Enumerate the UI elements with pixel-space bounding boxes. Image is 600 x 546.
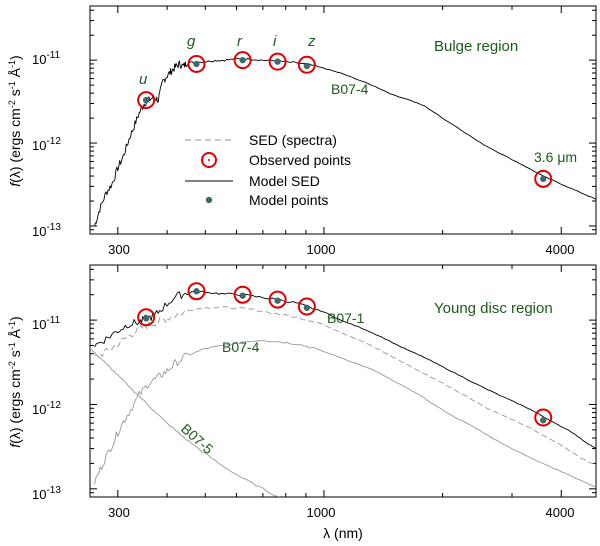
points-group-bottom <box>137 282 553 427</box>
band-label-g: g <box>187 33 196 50</box>
plot-frame-bottom <box>89 264 597 498</box>
legend-swatch-observed-points <box>201 152 217 168</box>
model-point-top <box>239 56 246 64</box>
legend-label-observed-points: Observed points <box>249 152 351 168</box>
annotation-b07-5: B07-5 <box>178 420 217 457</box>
model-point-bottom <box>274 297 281 304</box>
ytick-label-bottom-1e-13: 10-13 <box>32 485 61 502</box>
band-label-i: i <box>273 33 277 50</box>
observed-point-top <box>534 169 553 188</box>
ytick-label-top-1e-12: 10-12 <box>32 136 61 153</box>
series-group-top <box>94 57 596 227</box>
xtick-label-top-4000: 4000 <box>546 242 575 257</box>
series-group-bottom <box>90 289 596 497</box>
series-line-model-sed-top <box>94 57 596 227</box>
y-axis-title-top: f(λ) (ergs cm-2 s-1 Å-1) <box>7 55 23 186</box>
points-group-top <box>137 51 553 188</box>
observed-point-top <box>137 91 156 110</box>
observed-point-bottom <box>268 290 287 309</box>
annotation-b07-4-bottom: B07-4 <box>222 339 260 355</box>
observed-point-bottom <box>297 297 316 316</box>
observed-point-bottom <box>534 408 553 427</box>
ytick-label-top-1e-13: 10-13 <box>32 222 61 239</box>
tick-marks-bottom <box>90 265 596 498</box>
series-line-b07-5-bottom <box>90 348 280 497</box>
band-label-r: r <box>237 33 243 50</box>
xtick-label-bottom-1000: 1000 <box>307 505 336 520</box>
observed-point-bottom <box>137 308 156 327</box>
model-point-top <box>142 96 150 104</box>
y-axis-title-bottom: f(λ) (ergs cm-2 s-1 Å-1) <box>7 316 23 447</box>
plot-frame-top <box>89 5 597 235</box>
ytick-label-bottom-1e-11: 10-11 <box>32 315 61 332</box>
legend: SED (spectra) Observed points Model SED … <box>185 132 351 208</box>
series-line-b07-1-bottom <box>94 306 596 466</box>
tick-marks-top <box>90 6 596 235</box>
model-point-bottom <box>193 288 200 295</box>
observed-point-top <box>297 55 316 74</box>
panel-top: Bulge region u g r i z 3.6 μm B07-4 SED … <box>7 5 597 257</box>
xtick-label-bottom-300: 300 <box>108 505 130 520</box>
xtick-label-bottom-4000: 4000 <box>546 505 575 520</box>
xtick-label-top-300: 300 <box>108 242 130 257</box>
legend-label-model-sed: Model SED <box>249 173 320 189</box>
observed-point-top <box>233 51 252 70</box>
legend-swatch-model-points <box>205 196 213 204</box>
model-point-bottom <box>303 304 311 311</box>
series-line-model-sed-bottom <box>94 289 596 449</box>
model-point-top <box>540 175 547 183</box>
legend-swatch-observed-center <box>208 159 210 161</box>
annotation-3-6-micron: 3.6 μm <box>534 149 577 165</box>
annotation-b07-1: B07-1 <box>327 310 365 326</box>
observed-point-top <box>268 52 287 71</box>
ytick-label-top-1e-11: 10-11 <box>32 50 61 67</box>
ytick-label-bottom-1e-12: 10-12 <box>32 400 61 417</box>
model-point-bottom <box>540 417 547 424</box>
legend-label-sed-spectra: SED (spectra) <box>249 132 337 148</box>
xtick-label-top-1000: 1000 <box>307 242 336 257</box>
model-point-top <box>193 60 200 68</box>
model-point-top <box>303 62 311 70</box>
panel-bottom: Young disc region B07-1 B07-4 B07-5 10-1… <box>7 264 597 541</box>
x-axis-title: λ (nm) <box>323 525 363 541</box>
model-point-top <box>274 58 281 65</box>
observed-point-top <box>187 54 206 73</box>
annotation-b07-4-top: B07-4 <box>331 81 369 97</box>
legend-label-model-points: Model points <box>249 192 328 208</box>
band-label-u: u <box>139 71 148 88</box>
observed-point-bottom <box>187 282 206 301</box>
model-point-bottom <box>142 315 150 322</box>
model-point-bottom <box>239 292 246 299</box>
series-line-b07-4-bottom <box>94 340 596 488</box>
observed-point-bottom <box>233 285 252 304</box>
panel-title-bottom: Young disc region <box>434 300 553 317</box>
band-label-z: z <box>307 33 316 50</box>
panel-title-top: Bulge region <box>434 38 518 55</box>
